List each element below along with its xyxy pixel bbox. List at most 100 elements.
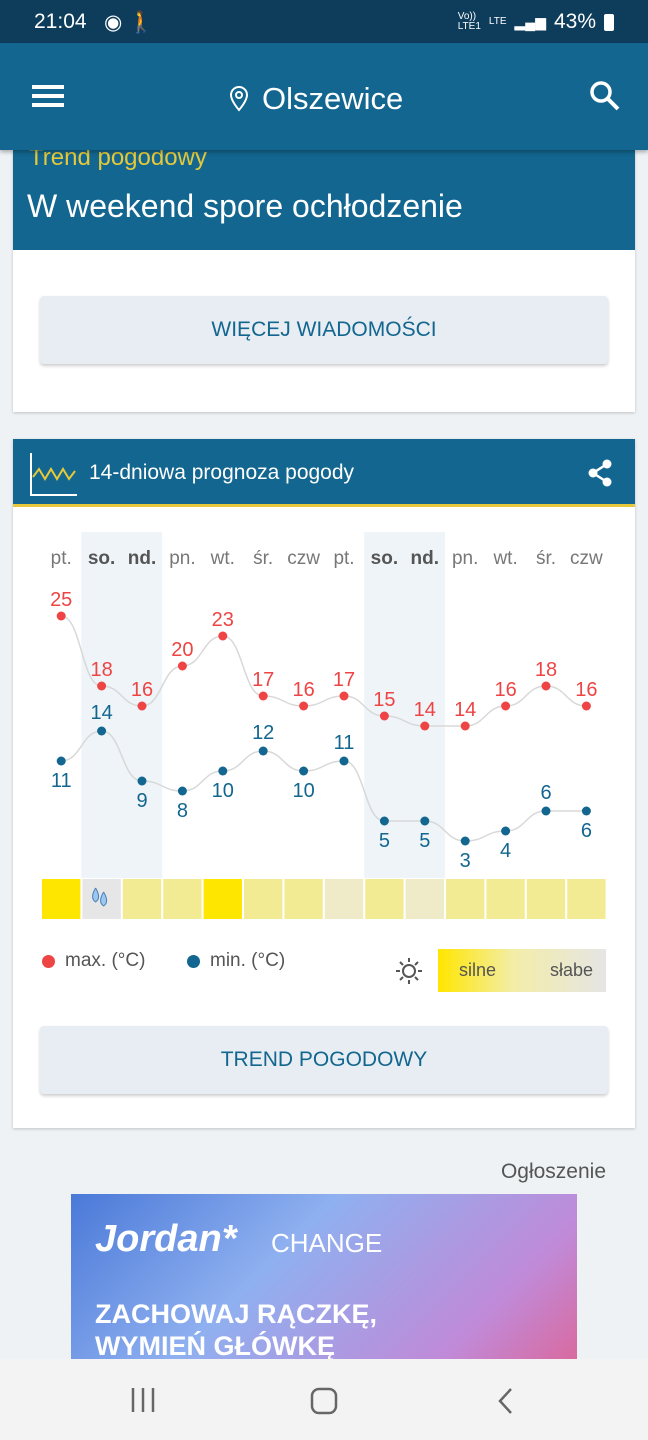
lte-indicator: LTE [488, 16, 507, 27]
forecast-header: 14-dniowa prognoza pogody [13, 439, 635, 507]
legend-min: min. (°C) [187, 950, 285, 972]
min-label: 11 [51, 770, 72, 792]
location-name: Olszewice [262, 81, 404, 116]
sun-strength-cell [163, 879, 202, 919]
min-point [501, 826, 511, 836]
max-point [97, 681, 107, 691]
max-label: 14 [414, 699, 436, 721]
min-label: 14 [90, 702, 112, 724]
sun-strength-cell [405, 879, 444, 919]
min-point [460, 836, 470, 846]
day-label: wt. [492, 548, 517, 569]
day-label: wt. [210, 548, 235, 569]
max-point [177, 661, 187, 671]
signal-icon: ▂▄▆ [514, 13, 546, 30]
rain-icon [92, 887, 108, 907]
sun-strength-cell [122, 879, 162, 919]
day-label: pn. [452, 548, 478, 569]
max-point [258, 691, 268, 701]
min-label: 6 [581, 820, 592, 842]
min-label: 3 [460, 850, 471, 872]
volte-indicator: Vo)) LTE1 [458, 12, 481, 32]
sun-strength-cell [526, 879, 566, 919]
min-point [339, 756, 349, 766]
max-dot-icon [42, 954, 55, 968]
day-label: pt. [51, 548, 72, 569]
min-label: 4 [500, 840, 511, 862]
max-label: 25 [50, 589, 72, 611]
more-news-button[interactable]: WIĘCEJ WIADOMOŚCI [40, 296, 608, 364]
day-label: śr. [536, 548, 556, 569]
location-pin-icon [229, 85, 249, 112]
battery-level: 43% [553, 10, 596, 33]
search-icon[interactable] [588, 79, 622, 113]
forecast-chart: pt. so. nd. pn. wt. śr. czw pt. so. nd. pn. wt. śr. c… [42, 532, 606, 919]
min-label: 8 [177, 800, 188, 822]
sun-strength-cell [446, 879, 485, 919]
day-label: so. [88, 548, 115, 569]
max-label: 23 [212, 609, 234, 631]
max-point [218, 631, 228, 641]
battery-icon [604, 13, 614, 31]
legend-max: max. (°C) [42, 950, 145, 972]
sun-strength-scale: silne słabe [438, 949, 606, 992]
max-point [420, 721, 430, 731]
max-label: 17 [333, 669, 355, 691]
home-button[interactable] [310, 1387, 338, 1415]
min-point [56, 756, 66, 766]
nav-bar [0, 1359, 648, 1440]
min-point [420, 816, 430, 826]
location-selector[interactable]: Olszewice [228, 81, 403, 117]
day-label: nd. [411, 548, 440, 569]
app-bar: Olszewice [0, 43, 648, 150]
sun-strength-cell [203, 879, 242, 919]
news-card: Trend pogodowy W weekend spore ochłodzen… [13, 144, 635, 412]
day-label: pn. [169, 548, 195, 569]
back-button[interactable] [496, 1387, 516, 1415]
day-label: pt. [333, 548, 354, 569]
ad-brand: Jordan* [95, 1218, 237, 1260]
max-label: 17 [252, 669, 274, 691]
news-title[interactable]: W weekend spore ochłodzenie [27, 188, 463, 224]
weather-trend-button[interactable]: TREND POGODOWY [40, 1026, 608, 1094]
max-point [541, 681, 551, 691]
forecast-title: 14-dniowa prognoza pogody [89, 461, 355, 484]
recent-apps-button[interactable] [130, 1387, 158, 1413]
min-label: 6 [540, 782, 551, 804]
day-label: czw [570, 548, 603, 569]
min-point [299, 766, 309, 776]
max-label: 18 [90, 659, 112, 681]
min-label: 9 [136, 790, 147, 812]
max-point [137, 701, 147, 711]
max-label: 18 [535, 659, 557, 681]
ad-label: Ogłoszenie [500, 1160, 606, 1183]
max-label: 14 [454, 699, 476, 721]
day-label: nd. [128, 548, 157, 569]
min-label: 11 [334, 732, 355, 754]
sun-strength-cell [324, 879, 364, 919]
sun-strength-cell [42, 879, 81, 919]
scale-strong: silne [459, 960, 497, 980]
max-point [501, 701, 511, 711]
news-header[interactable]: Trend pogodowy W weekend spore ochłodzen… [13, 144, 635, 250]
min-label: 10 [212, 780, 234, 802]
max-point [299, 701, 309, 711]
min-label: 12 [252, 722, 274, 744]
min-point [541, 806, 551, 816]
legend-max-label: max. (°C) [65, 950, 146, 971]
clock: 21:04 [34, 10, 87, 33]
min-point [97, 726, 107, 736]
min-point [379, 816, 389, 826]
ad-slogan-2: WYMIEŃ GŁÓWKĘ [95, 1331, 335, 1359]
min-label: 10 [292, 780, 314, 802]
day-label: śr. [253, 548, 273, 569]
max-point [460, 721, 470, 731]
min-label: 5 [419, 830, 430, 852]
max-label: 20 [171, 639, 193, 661]
min-point [218, 766, 228, 776]
menu-icon[interactable] [32, 85, 64, 112]
ad-banner[interactable]: Jordan* CHANGE ZACHOWAJ RĄCZKĘ, WYMIEŃ GŁ… [71, 1194, 577, 1359]
share-icon[interactable] [587, 459, 613, 487]
ad-slogan: ZACHOWAJ RĄCZKĘ, WYMIEŃ GŁÓWKĘ [95, 1298, 377, 1359]
min-point [137, 776, 147, 786]
